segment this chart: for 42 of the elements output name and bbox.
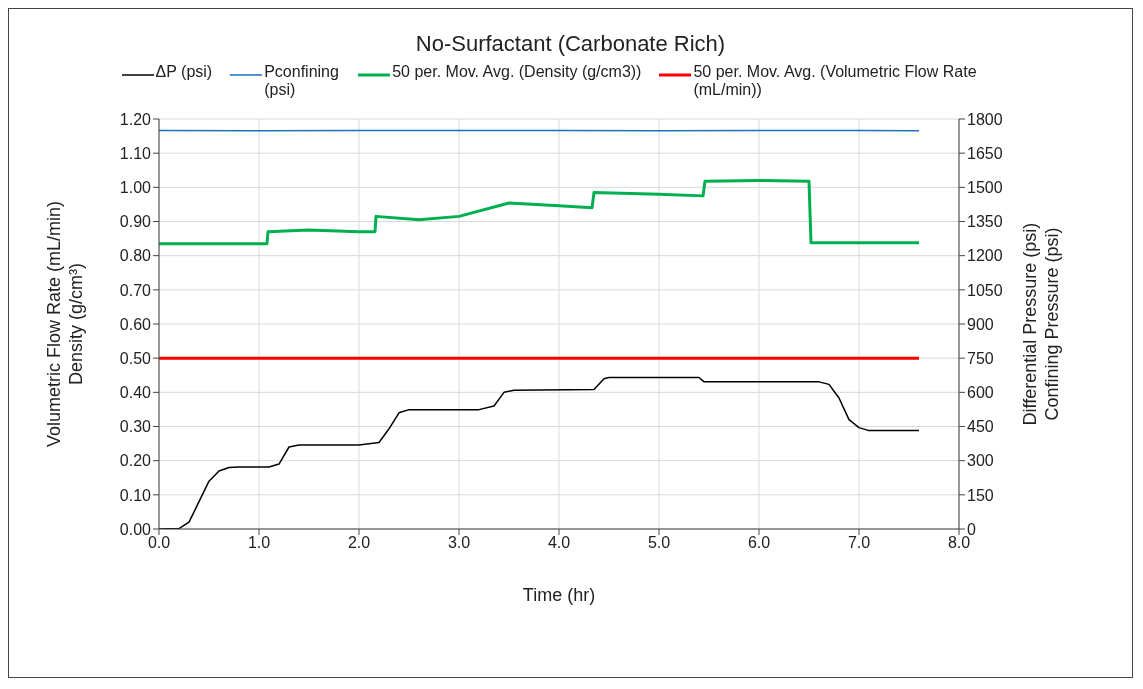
legend-label: 50 per. Mov. Avg. (Density (g/cm3)): [392, 63, 642, 81]
legend-label: Pconfining (psi): [264, 63, 340, 99]
line-series: [159, 179, 921, 246]
chart-title: No-Surfactant (Carbonate Rich): [414, 31, 727, 57]
y-tick-label: 0.80: [119, 247, 152, 265]
y-tick-label: 0.10: [119, 486, 152, 504]
legend-label: ΔP (psi): [155, 63, 213, 81]
y2-tick-label: 1200: [967, 247, 1003, 265]
y2-tick-label: 450: [967, 418, 994, 436]
y-tick-label: 0.40: [119, 384, 152, 402]
x-tick-label: 8.0: [947, 534, 971, 552]
y-tick-label: 1.00: [119, 179, 152, 197]
y2-tick-label: 1350: [967, 213, 1003, 231]
y2-tick-label: 1800: [967, 110, 1003, 128]
y2-tick-label: 150: [967, 486, 994, 504]
x-tick-label: 7.0: [847, 534, 871, 552]
legend-label: 50 per. Mov. Avg. (Volumetric Flow Rate (mL/min)): [693, 63, 978, 99]
y2-tick-label: 1050: [967, 281, 1003, 299]
y2-tick-label: 900: [967, 315, 994, 333]
y-tick-label: 0.90: [119, 213, 152, 231]
x-tick-label: 3.0: [447, 534, 471, 552]
x-tick-label: 4.0: [547, 534, 571, 552]
y2-tick-label: 300: [967, 452, 994, 470]
x-tick-label: 1.0: [247, 534, 271, 552]
y-tick-label: 0.60: [119, 315, 152, 333]
y2-tick-label: 600: [967, 384, 994, 402]
y-tick-label: 0.20: [119, 452, 152, 470]
x-tick-label: 2.0: [347, 534, 371, 552]
y-tick-label: 0.50: [119, 349, 152, 367]
y2-tick-label: 1650: [967, 144, 1003, 162]
y-tick-label: 0.70: [119, 281, 152, 299]
y2-tick-label: 750: [967, 349, 994, 367]
y2-tick-label: 1500: [967, 179, 1003, 197]
x-tick-label: 6.0: [747, 534, 771, 552]
y-tick-label: 1.10: [119, 144, 152, 162]
x-tick-label: 0.0: [147, 534, 171, 552]
x-tick-label: 5.0: [647, 534, 671, 552]
y2-axis-title: Differential Pressure (psi) Confining Pressure (psi): [1020, 222, 1062, 426]
y-tick-label: 1.20: [119, 110, 152, 128]
y-tick-label: 0.30: [119, 418, 152, 436]
y-axis-title: Volumetric Flow Rate (mL/min) Density (g/cm³): [44, 200, 86, 448]
x-axis-title: Time (hr): [522, 585, 596, 605]
